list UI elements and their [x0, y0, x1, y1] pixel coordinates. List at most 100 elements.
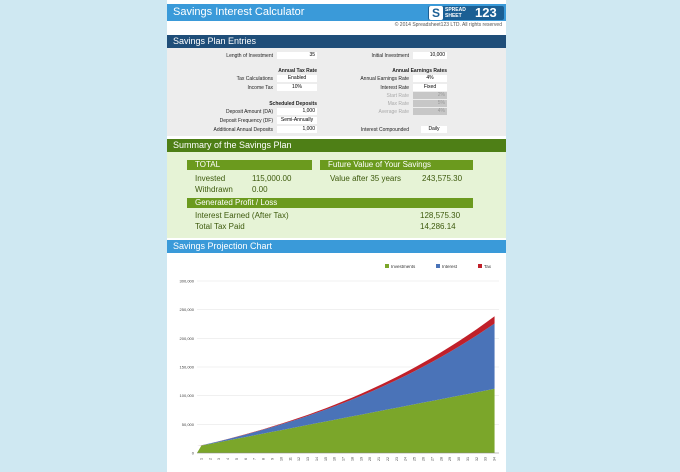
x-tick-label: 2	[208, 458, 212, 460]
legend-swatch-tax	[478, 264, 482, 268]
interest-earned-label: Interest Earned (After Tax)	[195, 211, 289, 220]
x-tick-label: 26	[422, 457, 426, 461]
income-tax-label: Income Tax	[247, 85, 273, 91]
max-rate-input: 5%	[413, 100, 447, 107]
deposit-amount-label: Deposit Amount (DA)	[226, 109, 273, 115]
y-tick-label: 200,000	[180, 336, 195, 341]
legend-label-investments: Investments	[391, 264, 416, 269]
x-tick-label: 34	[493, 457, 497, 461]
x-tick-label: 27	[430, 457, 434, 461]
tax-calc-select[interactable]: Enabled	[277, 75, 317, 82]
x-tick-label: 30	[457, 457, 461, 461]
invested-value: 115,000.00	[252, 174, 292, 183]
legend-label-tax: Tax	[484, 264, 492, 269]
x-tick-label: 5	[235, 458, 239, 460]
tax-rates-heading: Annual Tax Rate	[278, 68, 317, 74]
y-tick-label: 100,000	[180, 393, 195, 398]
start-rate-label: Start Rate	[386, 93, 409, 99]
value-after-label: Value after 35 years	[330, 174, 402, 183]
earn-rate-input[interactable]: 4%	[413, 75, 447, 82]
calculator-sheet: Savings Interest Calculator S SPREAD SHEE…	[167, 0, 506, 472]
y-tick-label: 0	[192, 451, 195, 456]
length-input[interactable]: 35	[277, 52, 317, 59]
compound-select[interactable]: Daily	[421, 126, 447, 133]
app-title: Savings Interest Calculator	[173, 6, 305, 18]
x-tick-label: 18	[350, 457, 354, 461]
earn-rate-label: Annual Earnings Rate	[360, 76, 409, 82]
withdrawn-value: 0.00	[252, 185, 268, 194]
y-tick-label: 50,000	[182, 422, 195, 427]
additional-deposits-label: Additional Annual Deposits	[213, 127, 274, 133]
x-tick-label: 19	[359, 457, 363, 461]
logo-number: 123	[475, 5, 497, 20]
x-tick-label: 29	[448, 457, 452, 461]
total-tax-value: 14,286.14	[420, 222, 456, 231]
x-tick-label: 22	[386, 457, 390, 461]
copyright-text: © 2014 Spreadsheet123 LTD. All rights re…	[394, 22, 502, 28]
profit-heading: Generated Profit / Loss	[187, 198, 473, 208]
area-interest	[197, 323, 495, 446]
x-tick-label: 16	[333, 457, 337, 461]
additional-deposits-input[interactable]: 1,000	[277, 126, 317, 133]
x-tick-label: 25	[413, 457, 417, 461]
x-tick-label: 14	[315, 457, 319, 461]
x-tick-label: 1	[199, 458, 203, 460]
initial-input[interactable]: 10,000	[413, 52, 447, 59]
x-tick-label: 21	[377, 457, 381, 461]
legend-label-interest: Interest	[442, 264, 458, 269]
x-tick-label: 11	[288, 457, 292, 461]
x-tick-label: 6	[244, 458, 248, 460]
logo-mark: S	[429, 6, 443, 20]
x-tick-label: 13	[306, 457, 310, 461]
x-tick-label: 8	[262, 458, 266, 460]
future-value-heading: Future Value of Your Savings	[320, 160, 473, 170]
legend-swatch-investments	[385, 264, 389, 268]
deposits-heading: Scheduled Deposits	[269, 101, 317, 107]
compound-label: Interest Compounded	[360, 127, 409, 133]
start-rate-input: 2%	[413, 92, 447, 99]
tax-calc-label: Tax Calculations	[236, 76, 273, 82]
x-tick-label: 28	[439, 457, 443, 461]
total-tax-label: Total Tax Paid	[195, 222, 245, 231]
income-tax-input[interactable]: 10%	[277, 84, 317, 91]
title-bar: Savings Interest Calculator S SPREAD SHEE…	[167, 4, 506, 21]
x-tick-label: 10	[279, 457, 283, 461]
x-tick-label: 31	[466, 457, 470, 461]
avg-rate-label: Average Rate	[378, 109, 409, 115]
interest-rate-select[interactable]: Fixed	[413, 84, 447, 91]
logo-wordmark: SPREAD SHEET	[445, 7, 466, 19]
x-tick-label: 7	[253, 458, 257, 460]
summary-panel: TOTAL Future Value of Your Savings Inves…	[167, 152, 506, 238]
deposit-amount-input[interactable]: 1,000	[277, 108, 317, 115]
x-tick-label: 24	[404, 457, 408, 461]
interest-rate-label: Interest Rate	[380, 85, 409, 91]
interest-earned-value: 128,575.30	[420, 211, 461, 220]
spreadsheet123-logo: S SPREAD SHEET 123	[428, 5, 504, 20]
total-heading: TOTAL	[187, 160, 312, 170]
earnings-heading: Annual Earnings Rates	[392, 68, 447, 74]
chart-header: Savings Projection Chart	[167, 240, 506, 253]
initial-label: Initial Investment	[371, 53, 409, 59]
savings-projection-chart: 0 50,000 100,000 150,000 200,000 250,000 300,0…	[180, 264, 499, 461]
max-rate-label: Max Rate	[387, 101, 409, 107]
x-tick-label: 3	[217, 458, 221, 460]
y-tick-label: 250,000	[180, 307, 195, 312]
value-after-value: 243,575.30	[422, 174, 463, 183]
deposit-frequency-select[interactable]: Semi-Annually	[277, 117, 317, 124]
x-tick-label: 32	[475, 457, 479, 461]
x-tick-label: 4	[226, 458, 230, 460]
length-label: Length of Investment	[226, 53, 273, 59]
x-tick-label: 17	[342, 457, 346, 461]
withdrawn-label: Withdrawn	[195, 185, 233, 194]
x-tick-label: 33	[484, 457, 488, 461]
avg-rate-input: 4%	[413, 108, 447, 115]
area-investments	[197, 388, 495, 453]
x-tick-label: 23	[395, 457, 399, 461]
x-tick-label: 15	[324, 457, 328, 461]
x-tick-label: 20	[368, 457, 372, 461]
x-tick-label: 9	[271, 458, 275, 460]
entries-panel: Length of Investment 35 Initial Investme…	[167, 48, 506, 136]
invested-label: Invested	[195, 174, 226, 183]
entries-header: Savings Plan Entries	[167, 35, 506, 48]
legend-swatch-interest	[436, 264, 440, 268]
